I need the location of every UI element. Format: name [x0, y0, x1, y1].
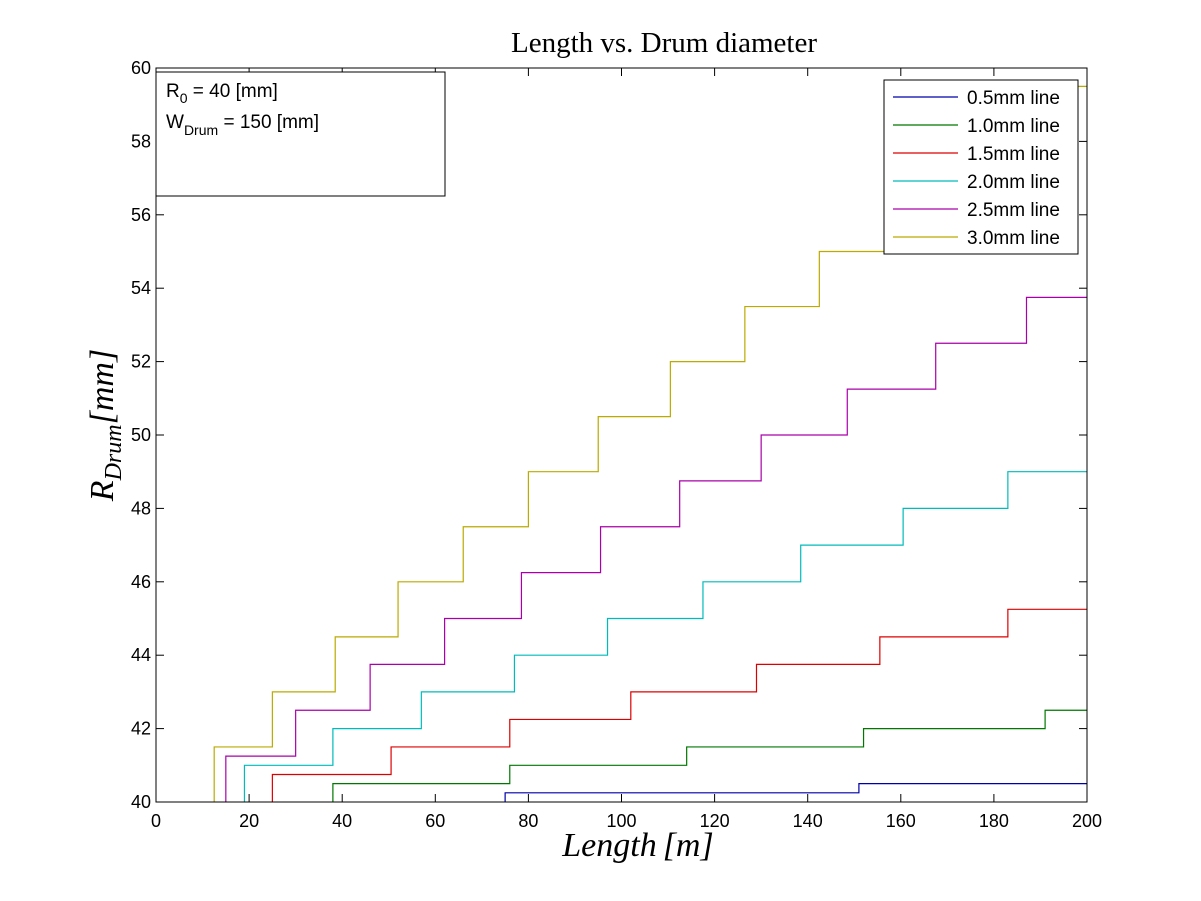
chart-title: Length vs. Drum diameter — [511, 27, 817, 59]
y-tick-label: 56 — [131, 205, 151, 225]
x-tick-label: 40 — [332, 811, 352, 831]
y-axis-title-sub: Drum — [101, 424, 127, 481]
annotation-box: R0 = 40 [mm] WDrum = 150 [mm] — [155, 71, 446, 197]
annotation-wdrum-base: W — [166, 112, 184, 133]
annotation-wdrum-sub: Drum — [184, 122, 218, 138]
y-tick-label: 44 — [131, 645, 151, 665]
legend-label: 2.5mm line — [967, 200, 1060, 221]
annotation-r0-sub: 0 — [180, 90, 188, 106]
series-line-3 — [271, 608, 1087, 802]
legend-label: 1.0mm line — [967, 116, 1060, 137]
annotation-line-r0: R0 = 40 [mm] — [166, 81, 278, 106]
legend-label: 2.0mm line — [967, 172, 1060, 193]
series-line-2 — [332, 709, 1087, 802]
x-tick-label: 100 — [606, 811, 636, 831]
x-tick-label: 140 — [793, 811, 823, 831]
y-tick-label: 58 — [131, 131, 151, 151]
legend: 0.5mm line 1.0mm line 1.5mm line 2.0mm line… — [883, 79, 1079, 255]
x-tick-label: 60 — [425, 811, 445, 831]
legend-label: 0.5mm line — [967, 88, 1060, 109]
legend-frame — [883, 79, 1079, 255]
y-axis-title-unit: [mm] — [84, 349, 121, 425]
x-axis-title-base: Length — [561, 827, 656, 864]
series-line-5 — [225, 296, 1087, 802]
y-tick-label: 42 — [131, 719, 151, 739]
x-axis-title-unit: [m] — [663, 827, 714, 864]
annotation-wdrum-rest: = 150 [mm] — [218, 112, 319, 133]
series-line-1 — [504, 783, 1087, 802]
x-tick-label: 160 — [886, 811, 916, 831]
legend-label: 3.0mm line — [967, 228, 1060, 249]
x-axis-title: Length [m] — [561, 827, 713, 864]
y-tick-label: 50 — [131, 425, 151, 445]
y-tick-label: 52 — [131, 352, 151, 372]
x-tick-label: 80 — [518, 811, 538, 831]
y-tick-label: 54 — [131, 278, 151, 298]
x-tick-label: 0 — [151, 811, 161, 831]
axes-box — [155, 67, 1088, 803]
annotation-line-wdrum: WDrum = 150 [mm] — [166, 112, 319, 138]
y-tick-label: 48 — [131, 498, 151, 518]
y-tick-label: 60 — [131, 58, 151, 78]
ticks-layer: 0 20 40 60 80 100 120 140 160 180 200 40 42 44 46 48 50 5… — [131, 58, 1102, 831]
x-tick-label: 200 — [1072, 811, 1102, 831]
annotation-r0-base: R — [166, 81, 180, 102]
y-axis-title-base: R — [84, 480, 121, 502]
y-tick-label: 40 — [131, 792, 151, 812]
series-line-4 — [243, 471, 1087, 802]
legend-label: 1.5mm line — [967, 144, 1060, 165]
annotation-r0-rest: = 40 [mm] — [188, 81, 278, 102]
y-tick-label: 46 — [131, 572, 151, 592]
x-tick-label: 20 — [239, 811, 259, 831]
y-axis-title: RDrum[mm] — [84, 349, 127, 502]
annotation-frame — [155, 71, 446, 197]
x-tick-label: 120 — [700, 811, 730, 831]
x-tick-label: 180 — [979, 811, 1009, 831]
